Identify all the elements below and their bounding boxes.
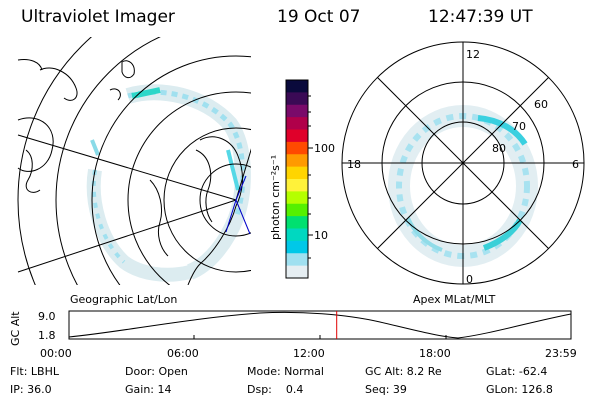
mlt-label-0: 0 [466, 273, 473, 286]
mlat-label-60: 60 [534, 98, 548, 111]
colorbar-band [286, 141, 308, 155]
timeline-x-ticks [193, 335, 447, 339]
time-label: 12:47:39 UT [428, 7, 533, 27]
footer-gain: Gain: 14 [125, 383, 172, 396]
right-panel-caption: Apex MLat/MLT [413, 293, 496, 306]
mlat-label-70: 70 [512, 120, 526, 133]
colorbar-tick-100: 100 [314, 142, 335, 155]
footer-glon: GLon: 126.8 [486, 383, 553, 396]
footer-ip: IP: 36.0 [10, 383, 52, 396]
left-panel-caption: Geographic Lat/Lon [70, 293, 177, 306]
footer-mode: Mode: Normal [247, 365, 324, 378]
geographic-map [17, 37, 251, 285]
colorbar-band [286, 92, 308, 106]
instrument-title: Ultraviolet Imager [21, 7, 175, 27]
timeline-y-label: GC Alt [9, 311, 22, 346]
footer-door: Door: Open [125, 365, 188, 378]
colorbar-band [286, 253, 308, 267]
meridians [17, 134, 251, 273]
polar-labels: 12 18 6 0 60 70 80 [347, 48, 579, 286]
colorbar: 100 10 photon cm⁻²s⁻¹ [269, 79, 335, 279]
colorbar-band [286, 117, 308, 131]
colorbar-band [286, 216, 308, 230]
colorbar-band [286, 154, 308, 168]
altitude-curve [68, 311, 572, 339]
x-tick-00: 00:00 [40, 347, 72, 360]
colorbar-unit-label: photon cm⁻²s⁻¹ [269, 155, 282, 240]
footer-gc-alt: GC Alt: 8.2 Re [365, 365, 442, 378]
colorbar-band [286, 129, 308, 143]
colorbar-band [286, 191, 308, 205]
colorbar-tick-10: 10 [314, 229, 328, 242]
altitude-timeline: GC Alt 9.0 1.8 00:00 06:00 12:00 18:00 2… [9, 310, 577, 360]
colorbar-band [286, 80, 308, 93]
mlat-label-80: 80 [492, 142, 506, 155]
colorbar-band [286, 166, 308, 180]
x-tick-2359: 23:59 [545, 347, 577, 360]
footer-seq: Seq: 39 [365, 383, 407, 396]
colorbar-band [286, 203, 308, 217]
x-tick-06: 06:00 [167, 347, 199, 360]
timeline-y-tick-max: 9.0 [38, 310, 56, 323]
mlt-label-6: 6 [572, 158, 579, 171]
mlt-label-18: 18 [347, 158, 361, 171]
colorbar-band [286, 228, 308, 242]
spin-axis-marker [225, 175, 251, 235]
colorbar-gradient [286, 80, 308, 279]
date-label: 19 Oct 07 [277, 7, 361, 27]
magnetic-polar-plot: 12 18 6 0 60 70 80 [341, 41, 585, 286]
colorbar-band [286, 179, 308, 192]
x-tick-18: 18:00 [419, 347, 451, 360]
mlt-spokes [342, 42, 584, 284]
coastlines [17, 59, 243, 285]
mlt-label-12: 12 [466, 48, 480, 61]
x-tick-12: 12:00 [293, 347, 325, 360]
footer-glat: GLat: -62.4 [486, 365, 548, 378]
timeline-x-labels: 00:00 06:00 12:00 18:00 23:59 [40, 347, 577, 360]
timeline-y-tick-min: 1.8 [38, 329, 56, 342]
colorbar-band [286, 265, 308, 279]
latitude-circles [17, 37, 251, 285]
footer-filter: Flt: LBHL [10, 365, 59, 378]
auroral-oval-geographic [86, 84, 251, 282]
footer-dsp: Dsp: 0.4 [247, 383, 304, 396]
colorbar-band [286, 240, 308, 254]
colorbar-band [286, 104, 308, 118]
